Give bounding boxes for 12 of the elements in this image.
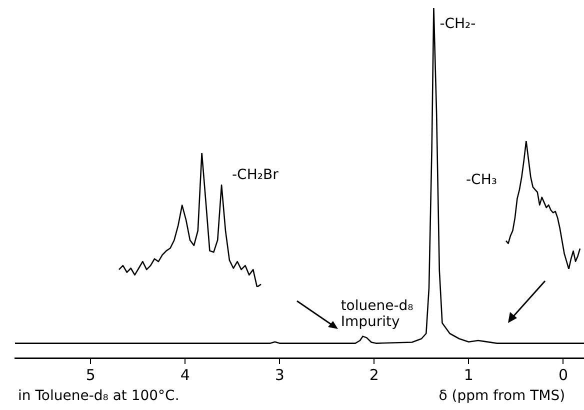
annotation: -CH₂-: [440, 16, 476, 32]
x-tick-label: 2: [369, 366, 379, 384]
x-tick-label: 0: [558, 366, 568, 384]
text: in Toluene-d₈ at 100°C.: [18, 388, 180, 404]
x-tick-label: 3: [274, 366, 284, 384]
annotation: -CH₂Br: [232, 167, 278, 183]
annotation: toluene-d₈ Impurity: [340, 298, 414, 330]
x-tick-label: 1: [464, 366, 474, 384]
x-tick-label: 4: [180, 366, 190, 384]
annotation: -CH₃: [466, 172, 497, 188]
x-tick-label: 5: [86, 366, 96, 384]
x-axis-title: δ (ppm from TMS): [438, 388, 566, 404]
